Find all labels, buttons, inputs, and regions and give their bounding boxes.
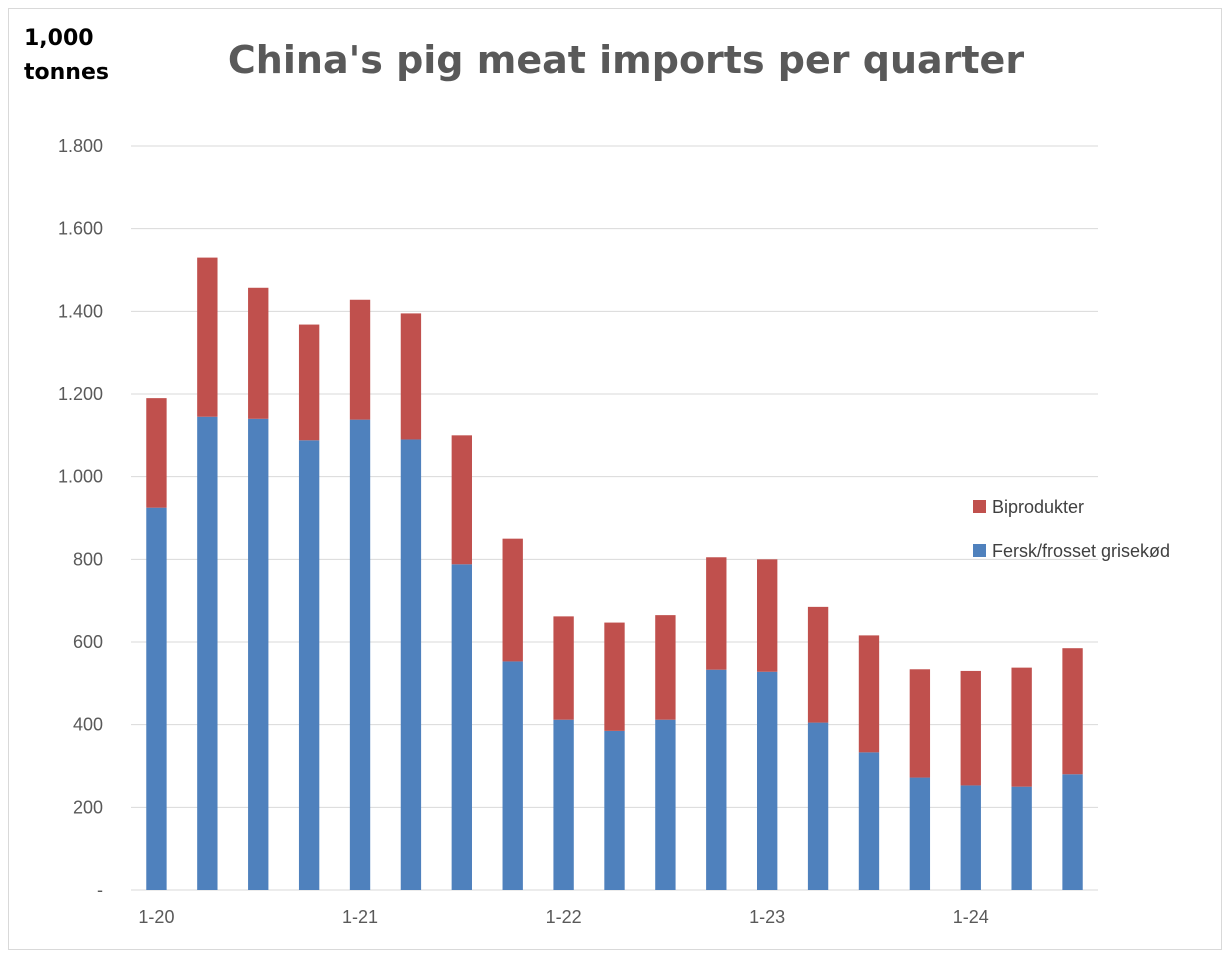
bar-segment-fresh-frozen xyxy=(146,507,167,890)
bar-segment-byproducts xyxy=(1062,648,1083,775)
bar-segment-fresh-frozen xyxy=(960,785,981,890)
y-tick-label: 1.800 xyxy=(58,136,103,156)
y-tick-label: 400 xyxy=(73,715,103,735)
bar-segment-byproducts xyxy=(757,559,778,672)
y-axis-unit-label: 1,000 tonnes xyxy=(24,22,109,90)
bar-segment-fresh-frozen xyxy=(197,416,218,890)
bar-segment-byproducts xyxy=(909,669,931,778)
bar-segment-byproducts xyxy=(298,324,320,441)
bar-segment-fresh-frozen xyxy=(858,752,880,890)
bar-segment-fresh-frozen xyxy=(298,440,320,890)
bar-segment-byproducts xyxy=(146,398,167,508)
bar-segment-byproducts xyxy=(553,616,574,720)
bar-segment-byproducts xyxy=(604,622,625,731)
legend-label: Fersk/frosset grisekød xyxy=(992,541,1170,561)
bar-segment-byproducts xyxy=(807,606,829,723)
bar-segment-byproducts xyxy=(502,538,523,662)
bar-segment-fresh-frozen xyxy=(757,671,778,890)
bar-segment-byproducts xyxy=(1011,667,1032,787)
y-unit-line-1: 1,000 xyxy=(24,26,94,51)
x-tick-label: 1-22 xyxy=(546,907,582,927)
y-unit-line-2: tonnes xyxy=(24,60,109,85)
x-tick-label: 1-24 xyxy=(953,907,989,927)
bar-segment-byproducts xyxy=(706,557,727,670)
y-tick-label: 1.400 xyxy=(58,301,103,321)
bar-segment-fresh-frozen xyxy=(909,777,931,890)
bar-segment-fresh-frozen xyxy=(807,722,829,890)
bar-segment-byproducts xyxy=(858,635,880,753)
bar-segment-byproducts xyxy=(197,257,218,417)
legend-label: Biprodukter xyxy=(992,497,1084,517)
bar-segment-fresh-frozen xyxy=(1011,786,1032,890)
bar-segment-fresh-frozen xyxy=(502,661,523,890)
bar-segment-fresh-frozen xyxy=(349,419,371,890)
bar-segment-byproducts xyxy=(960,670,981,786)
bar-segment-byproducts xyxy=(349,299,371,420)
bar-segment-byproducts xyxy=(248,287,269,419)
bar-segment-fresh-frozen xyxy=(553,719,574,890)
bar-segment-byproducts xyxy=(451,435,472,565)
bar-segment-byproducts xyxy=(655,615,676,720)
bar-segment-fresh-frozen xyxy=(655,719,676,890)
bar-segment-fresh-frozen xyxy=(706,669,727,890)
bar-segment-fresh-frozen xyxy=(248,418,269,890)
bar-segment-fresh-frozen xyxy=(1062,774,1083,890)
y-tick-label: 200 xyxy=(73,797,103,817)
y-tick-label: 800 xyxy=(73,549,103,569)
bar-segment-byproducts xyxy=(400,313,422,440)
y-tick-label: 1.000 xyxy=(58,467,103,487)
x-tick-label: 1-23 xyxy=(749,907,785,927)
legend-swatch xyxy=(973,500,986,513)
chart-title: China's pig meat imports per quarter xyxy=(227,38,1025,82)
bar-segment-fresh-frozen xyxy=(400,439,422,890)
bar-segment-fresh-frozen xyxy=(451,564,472,890)
legend-swatch xyxy=(973,544,986,557)
x-tick-label: 1-21 xyxy=(342,907,378,927)
x-tick-label: 1-20 xyxy=(138,907,174,927)
y-tick-label: 1.600 xyxy=(58,219,103,239)
bar-segment-fresh-frozen xyxy=(604,730,625,890)
y-tick-label: - xyxy=(97,880,103,900)
y-tick-label: 1.200 xyxy=(58,384,103,404)
y-tick-label: 600 xyxy=(73,632,103,652)
